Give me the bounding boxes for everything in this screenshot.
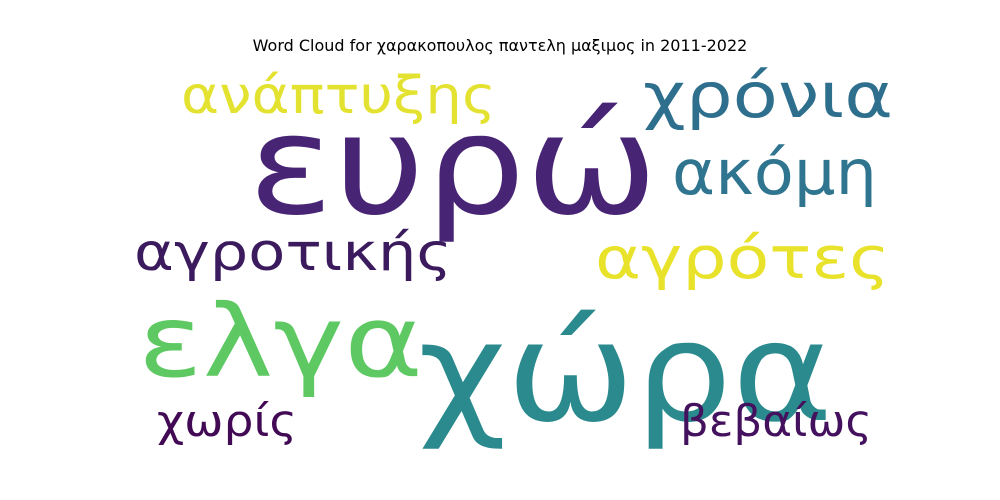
word-8: αγροτικής bbox=[134, 223, 452, 283]
word-6: αγρότες bbox=[595, 224, 890, 292]
word-2: χώρα bbox=[418, 292, 833, 453]
word-5: ακόμη bbox=[672, 136, 877, 209]
word-3: ελγα bbox=[138, 283, 423, 400]
word-9: βεβαίως bbox=[680, 396, 872, 447]
word-4: χρόνια bbox=[643, 59, 893, 132]
word-10: χωρίς bbox=[157, 396, 297, 447]
chart-title: Word Cloud for χαρακοπουλος παντελη μαξι… bbox=[252, 36, 748, 55]
word-7: ανάπτυξης bbox=[181, 66, 496, 126]
word-1: ευρώ bbox=[248, 85, 658, 246]
